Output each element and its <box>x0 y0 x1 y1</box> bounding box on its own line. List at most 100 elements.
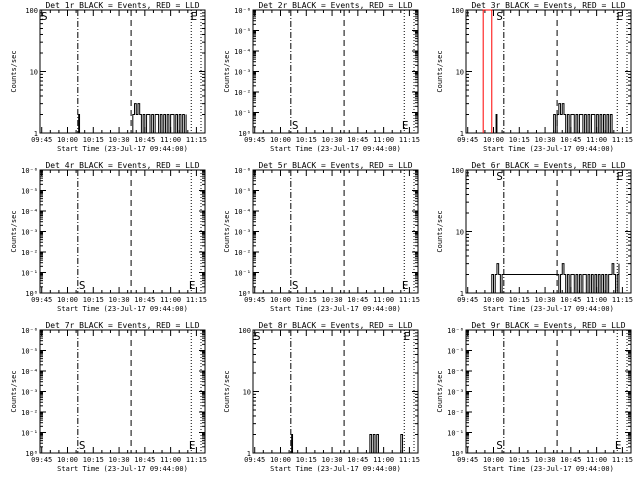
y-tick-label: 10⁻⁶ <box>234 7 251 15</box>
x-tick-label: 10:00 <box>483 136 504 144</box>
x-tick-label: 10:15 <box>296 296 317 304</box>
start-label: S <box>496 439 503 452</box>
x-axis-label: Start Time (23-Jul-17 09:44:00) <box>57 145 188 153</box>
y-tick-label: 1 <box>460 290 464 298</box>
detector-panel: Det 9r BLACK = Events, RED = LLD 10⁰ 10⁻¹ 1… <box>436 321 633 473</box>
x-tick-label: 11:00 <box>160 136 181 144</box>
y-tick-label: 10⁻² <box>234 89 251 97</box>
y-axis-label: Counts/sec <box>436 50 444 92</box>
series-line <box>77 103 187 134</box>
y-tick-label: 10⁻¹ <box>21 270 38 278</box>
x-tick-label: 11:15 <box>612 136 633 144</box>
y-tick-label: 10⁻⁵ <box>447 348 464 356</box>
y-tick-label: 10⁻⁵ <box>234 28 251 36</box>
start-label: S <box>292 279 299 292</box>
x-tick-label: 11:15 <box>399 296 420 304</box>
x-tick-label: 09:45 <box>244 456 265 464</box>
x-tick-label: 10:00 <box>483 296 504 304</box>
x-tick-label: 10:15 <box>83 136 104 144</box>
x-tick-label: 10:15 <box>509 456 530 464</box>
y-tick-label: 10⁻¹ <box>21 430 38 438</box>
y-axis-label: Counts/sec <box>10 210 18 252</box>
x-tick-label: 10:30 <box>109 456 130 464</box>
y-tick-label: 10⁻³ <box>21 229 38 237</box>
x-tick-label: 11:00 <box>373 136 394 144</box>
chart-title: Det 1r BLACK = Events, RED = LLD <box>45 1 199 10</box>
plot-frame <box>252 9 419 134</box>
start-label: S <box>79 439 86 452</box>
x-tick-label: 10:45 <box>560 136 581 144</box>
x-tick-label: 10:00 <box>270 456 291 464</box>
x-tick-label: 10:30 <box>109 296 130 304</box>
chart-title: Det 5r BLACK = Events, RED = LLD <box>258 161 412 170</box>
start-label: S <box>79 279 86 292</box>
x-tick-label: 11:15 <box>399 456 420 464</box>
plot-frame <box>39 169 206 294</box>
y-tick-label: 100 <box>238 327 251 335</box>
end-label: E <box>402 279 409 292</box>
series-line <box>490 263 620 294</box>
y-axis-label: Counts/sec <box>223 210 231 252</box>
x-tick-label: 10:15 <box>509 136 530 144</box>
x-tick-label: 10:30 <box>322 136 343 144</box>
x-tick-label: 10:45 <box>347 296 368 304</box>
x-tick-label: 11:15 <box>612 456 633 464</box>
x-tick-label: 11:00 <box>586 296 607 304</box>
x-axis-label: Start Time (23-Jul-17 09:44:00) <box>270 145 401 153</box>
y-tick-label: 100 <box>451 167 464 175</box>
x-tick-label: 10:45 <box>560 296 581 304</box>
y-axis-label: Counts/sec <box>223 370 231 412</box>
chart-title: Det 6r BLACK = Events, RED = LLD <box>471 161 625 170</box>
x-tick-label: 10:30 <box>322 456 343 464</box>
x-axis-label: Start Time (23-Jul-17 09:44:00) <box>483 305 614 313</box>
detector-panel: Det 4r BLACK = Events, RED = LLD 10⁰ 10⁻¹ 1… <box>10 161 207 313</box>
chart-title: Det 9r BLACK = Events, RED = LLD <box>471 321 625 330</box>
y-tick-label: 10⁻⁴ <box>234 208 251 216</box>
y-tick-label: 10⁻³ <box>234 229 251 237</box>
x-tick-label: 09:45 <box>244 136 265 144</box>
x-tick-label: 10:00 <box>57 296 78 304</box>
x-tick-label: 09:45 <box>31 456 52 464</box>
y-tick-label: 10⁻² <box>234 249 251 257</box>
y-tick-label: 10⁻⁵ <box>234 188 251 196</box>
y-tick-label: 10⁻⁶ <box>21 167 38 175</box>
y-tick-label: 10⁰ <box>25 290 38 298</box>
y-tick-label: 10⁻¹ <box>234 110 251 118</box>
x-tick-label: 10:45 <box>560 456 581 464</box>
end-label: E <box>189 439 196 452</box>
x-tick-label: 10:45 <box>134 296 155 304</box>
x-tick-label: 10:15 <box>296 456 317 464</box>
x-axis-label: Start Time (23-Jul-17 09:44:00) <box>483 145 614 153</box>
y-tick-label: 10⁻³ <box>234 69 251 77</box>
start-label: S <box>292 119 299 132</box>
x-tick-label: 11:15 <box>186 296 207 304</box>
start-label: S <box>254 330 261 343</box>
y-tick-label: 10⁻⁴ <box>447 368 464 376</box>
x-tick-label: 10:00 <box>270 296 291 304</box>
x-tick-label: 10:30 <box>535 456 556 464</box>
x-axis-label: Start Time (23-Jul-17 09:44:00) <box>483 465 614 473</box>
x-tick-label: 10:15 <box>83 296 104 304</box>
end-label: E <box>404 330 411 343</box>
x-tick-label: 11:00 <box>160 456 181 464</box>
chart-title: Det 2r BLACK = Events, RED = LLD <box>258 1 412 10</box>
y-tick-label: 10⁻² <box>21 249 38 257</box>
end-label: E <box>617 10 624 23</box>
x-tick-label: 11:00 <box>373 296 394 304</box>
y-tick-label: 10⁻⁵ <box>21 188 38 196</box>
start-label: S <box>496 170 503 183</box>
detector-panel: Det 6r BLACK = Events, RED = LLD 1 10 100 Co… <box>436 161 633 313</box>
x-tick-label: 10:45 <box>347 456 368 464</box>
y-tick-label: 10⁻⁶ <box>21 327 38 335</box>
x-tick-label: 11:15 <box>186 456 207 464</box>
y-axis-label: Counts/sec <box>223 50 231 92</box>
detector-panel: Det 2r BLACK = Events, RED = LLD 10⁰ 10⁻¹ 1… <box>223 1 420 153</box>
plot-frame <box>465 329 632 454</box>
x-tick-label: 10:45 <box>134 456 155 464</box>
x-tick-label: 10:15 <box>83 456 104 464</box>
y-tick-label: 10 <box>243 389 251 397</box>
y-tick-label: 10⁰ <box>25 450 38 458</box>
x-axis-label: Start Time (23-Jul-17 09:44:00) <box>270 305 401 313</box>
detector-panel: Det 8r BLACK = Events, RED = LLD 1 10 100 Co… <box>223 321 420 473</box>
